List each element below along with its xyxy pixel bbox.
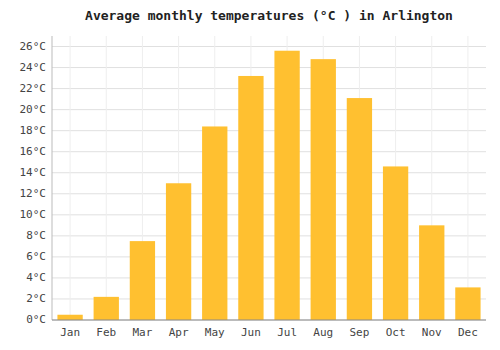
grid-line [52, 193, 486, 194]
x-tick-label: Sep [349, 326, 369, 339]
bar [419, 225, 444, 320]
x-axis-line [52, 320, 486, 321]
y-axis-line [52, 36, 53, 320]
bar [94, 297, 119, 320]
grid-line [52, 320, 486, 321]
y-tick-label: 6°C [26, 250, 46, 263]
grid [52, 36, 486, 320]
x-tick-label: Jun [241, 326, 261, 339]
chart: Average monthly temperatures (°C ) in Ar… [0, 0, 500, 350]
grid-line [52, 130, 486, 131]
grid-line [52, 109, 486, 110]
y-tick-label: 10°C [20, 208, 47, 221]
y-tick-label: 18°C [20, 124, 47, 137]
y-tick-label: 20°C [20, 103, 47, 116]
grid-line [106, 36, 107, 320]
x-tick-label: Apr [169, 326, 189, 339]
grid-line [52, 67, 486, 68]
x-tick-label: Mar [132, 326, 152, 339]
bar [238, 76, 263, 320]
grid-line [52, 151, 486, 152]
x-tick-label: May [205, 326, 225, 339]
x-tick-label: Jan [60, 326, 80, 339]
x-tick-label: Aug [313, 326, 333, 339]
page: {"chart_data": {"type": "bar", "title": … [0, 0, 500, 350]
x-tick-label: Oct [386, 326, 406, 339]
y-tick-label: 14°C [20, 166, 47, 179]
grid-line [70, 36, 71, 320]
bar [274, 51, 299, 320]
bar [347, 98, 372, 320]
bar [166, 183, 191, 320]
y-tick-label: 12°C [20, 187, 47, 200]
x-tick-label: Nov [422, 326, 442, 339]
bar [57, 315, 82, 320]
grid-line [52, 214, 486, 215]
y-tick-label: 24°C [20, 61, 47, 74]
bar [455, 287, 480, 320]
bar [130, 241, 155, 320]
bars [57, 51, 480, 320]
y-tick-label: 22°C [20, 82, 47, 95]
grid-line [52, 172, 486, 173]
y-tick-label: 16°C [20, 145, 47, 158]
y-tick-label: 0°C [26, 313, 46, 326]
bar [202, 126, 227, 320]
y-tick-label: 2°C [26, 292, 46, 305]
grid-line [52, 46, 486, 47]
y-tick-label: 26°C [20, 40, 47, 53]
bar [311, 59, 336, 320]
grid-line [52, 88, 486, 89]
title: Average monthly temperatures (°C ) in Ar… [85, 8, 453, 23]
x-tick-label: Jul [277, 326, 297, 339]
grid-line [467, 36, 468, 320]
y-tick-label: 8°C [26, 229, 46, 242]
bar [383, 166, 408, 320]
y-tick-label: 4°C [26, 271, 46, 284]
x-tick-label: Feb [96, 326, 116, 339]
x-tick-label: Dec [458, 326, 478, 339]
